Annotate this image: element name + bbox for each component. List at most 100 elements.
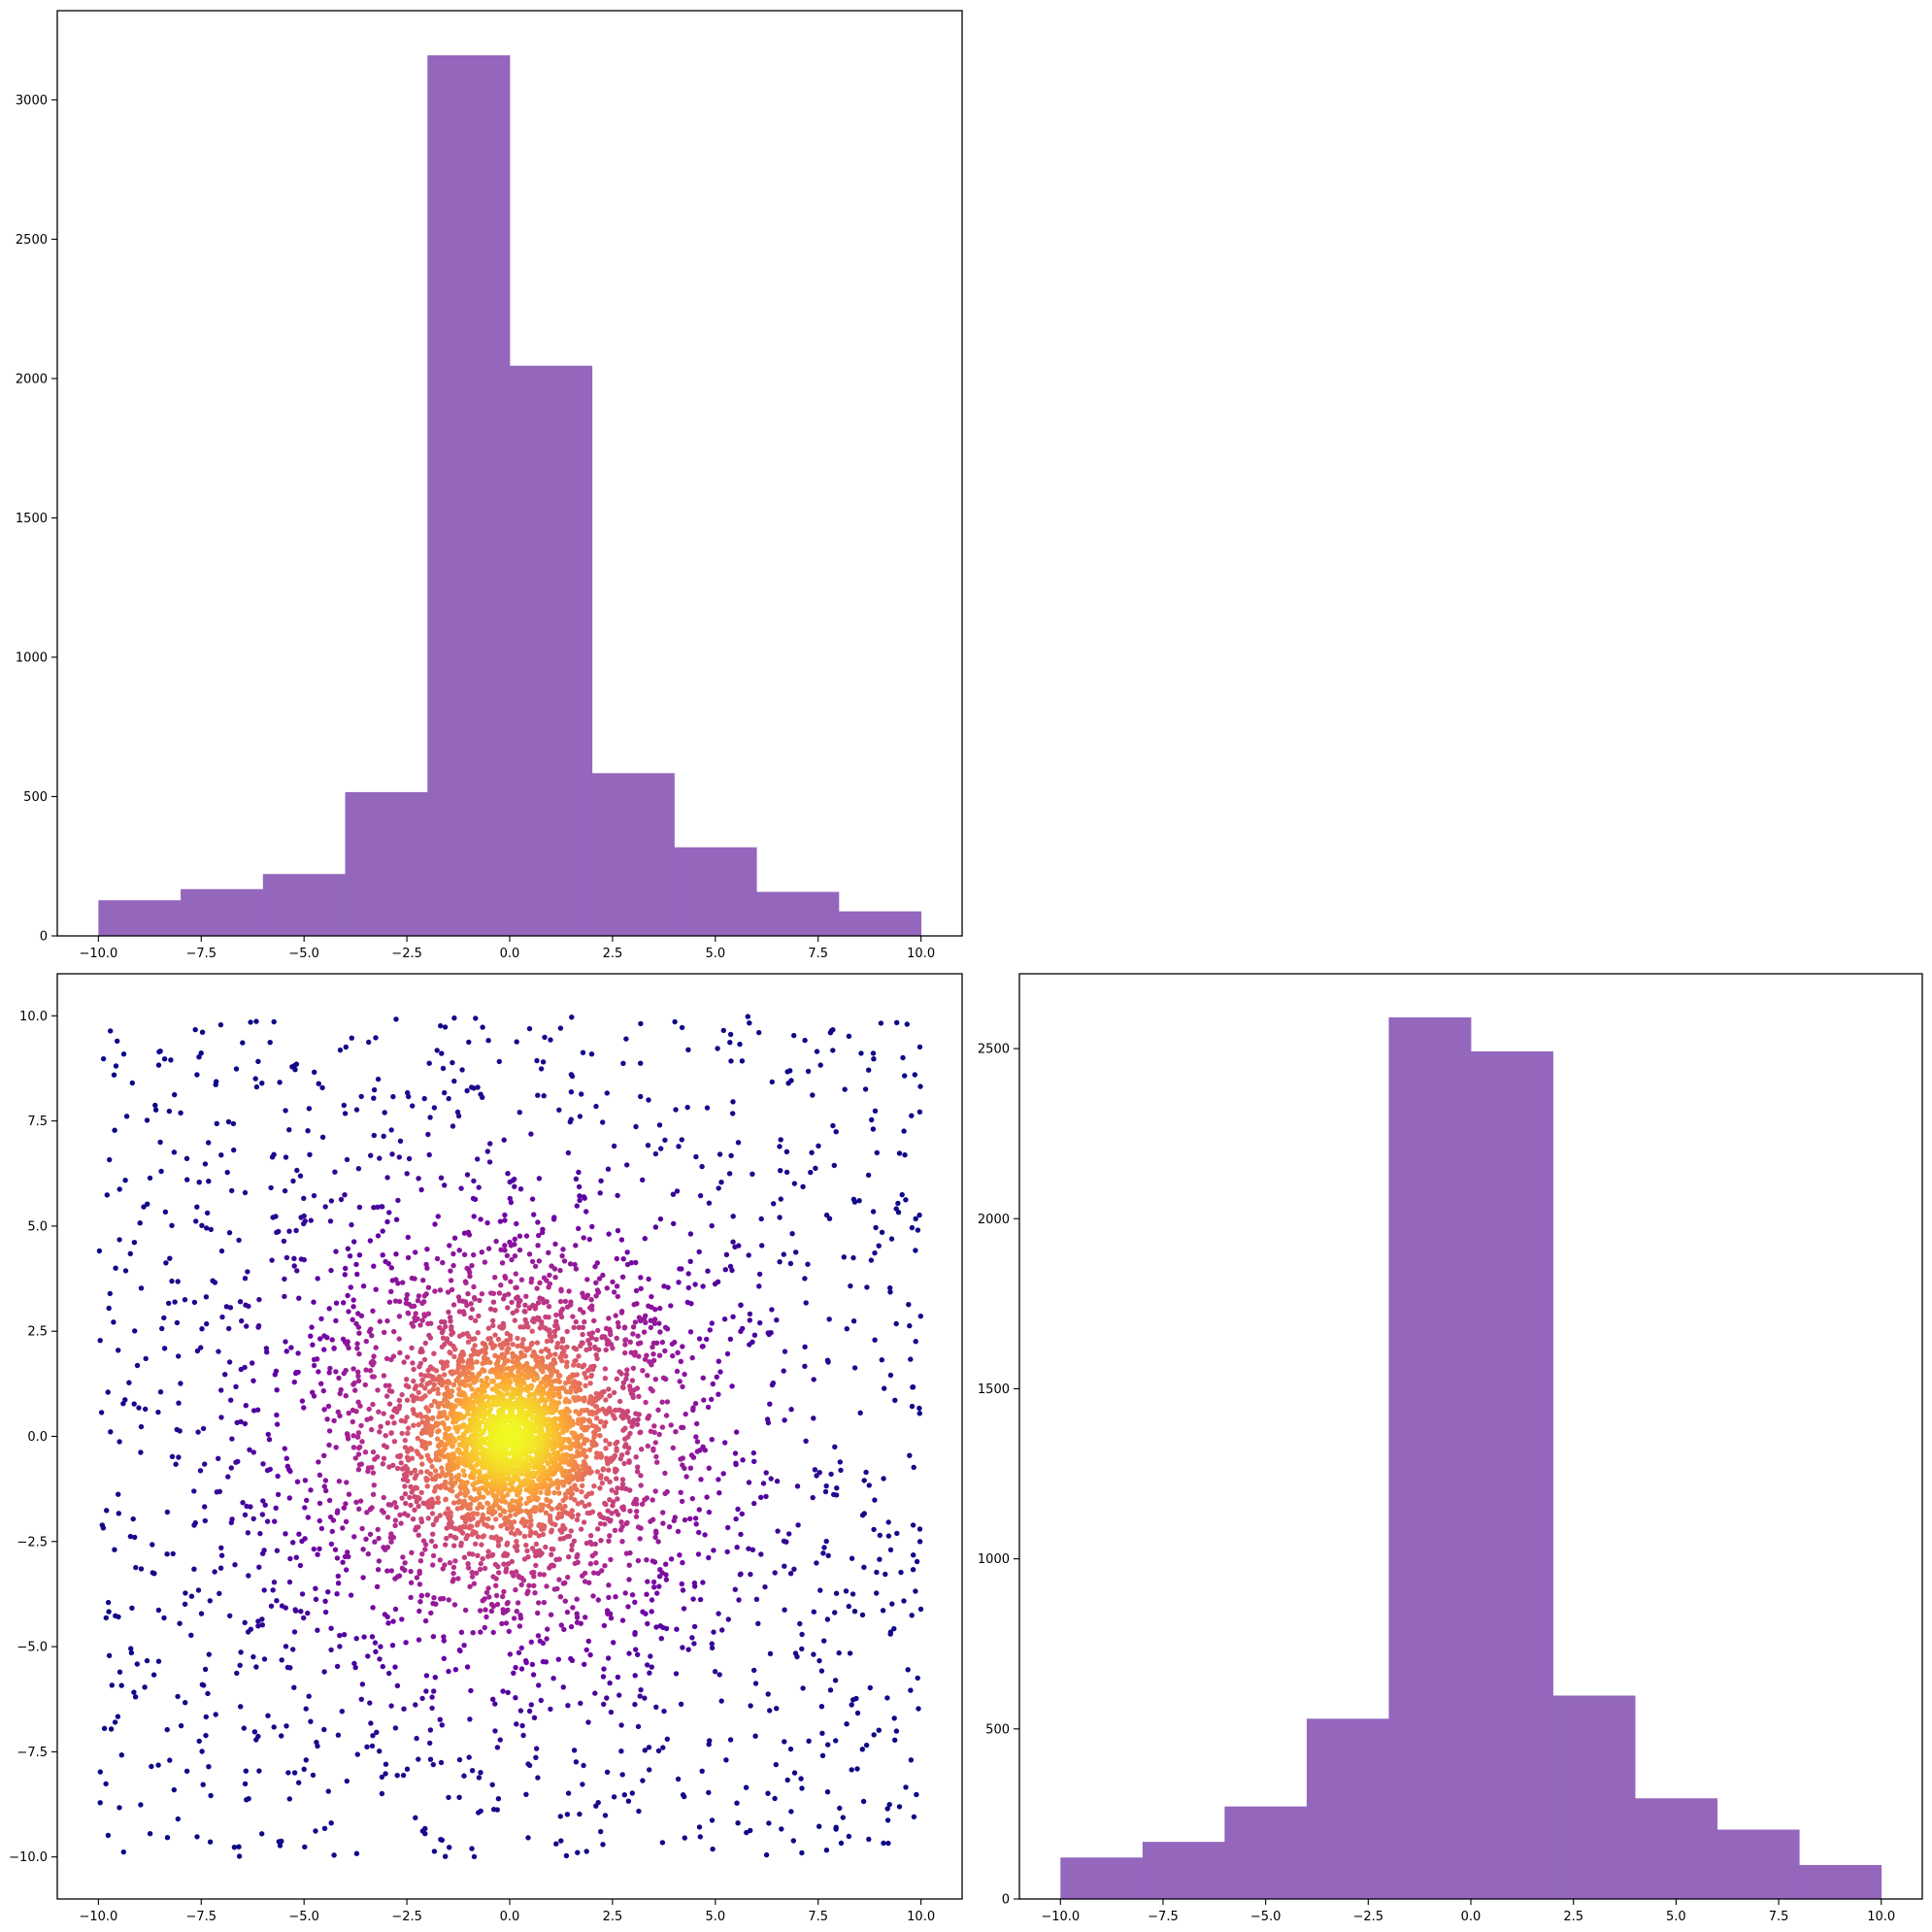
scatter-point xyxy=(558,1838,564,1844)
scatter-point xyxy=(575,1849,581,1855)
scatter-point xyxy=(276,1228,282,1235)
scatter-point xyxy=(645,1143,651,1149)
scatter-point xyxy=(697,1596,704,1603)
hist-x-xtick-label: 7.5 xyxy=(808,947,828,961)
scatter-point xyxy=(464,1480,470,1485)
scatter-point xyxy=(618,1414,624,1419)
scatter-point xyxy=(636,1353,642,1359)
scatter-point xyxy=(564,1304,571,1310)
scatter-point xyxy=(414,1472,419,1479)
scatter-point xyxy=(173,1461,179,1467)
scatter-point xyxy=(709,1437,715,1443)
scatter-point xyxy=(580,1331,585,1338)
scatter-point xyxy=(657,1216,664,1222)
scatter-point xyxy=(356,1444,363,1450)
scatter-point xyxy=(418,1454,424,1460)
scatter-point xyxy=(100,1055,107,1062)
scatter-point xyxy=(465,1339,472,1346)
scatter-point xyxy=(206,1764,212,1770)
scatter-point xyxy=(421,1293,427,1299)
scatter-point xyxy=(624,1367,630,1373)
scatter-point xyxy=(529,1661,536,1668)
scatter-point xyxy=(521,1533,528,1540)
scatter-point xyxy=(523,1348,530,1353)
scatter-point xyxy=(597,1512,603,1517)
scatter-point xyxy=(565,1436,572,1443)
scatter-point xyxy=(416,1176,421,1182)
scatter-point xyxy=(489,1551,496,1558)
scatter-point xyxy=(450,1570,456,1577)
scatter-point xyxy=(500,1508,507,1514)
scatter-point xyxy=(381,1510,386,1516)
scatter-point xyxy=(508,1530,515,1536)
scatter-point xyxy=(600,1272,606,1279)
scatter-point xyxy=(416,1421,421,1428)
scatter-point xyxy=(618,1749,624,1754)
scatter-point xyxy=(869,1116,875,1123)
scatter-point xyxy=(477,1468,483,1475)
scatter-point xyxy=(206,1651,212,1657)
scatter-point xyxy=(662,1490,668,1497)
scatter-point xyxy=(194,1348,201,1354)
scatter-point xyxy=(593,1336,599,1343)
scatter-point xyxy=(557,1298,564,1305)
scatter-point xyxy=(699,1344,706,1349)
scatter-point xyxy=(418,1372,424,1378)
scatter-point xyxy=(497,1536,504,1542)
scatter-point xyxy=(462,1455,468,1461)
scatter-point xyxy=(602,1521,608,1527)
scatter-point xyxy=(193,1218,199,1224)
scatter-point xyxy=(746,1546,751,1551)
scatter-point xyxy=(321,1669,327,1675)
scatter-point xyxy=(604,1769,611,1776)
scatter-point xyxy=(683,1474,689,1480)
scatter-point xyxy=(259,1622,265,1628)
scatter-point xyxy=(706,1200,713,1206)
scatter-point xyxy=(607,1393,613,1399)
scatter-point xyxy=(394,1465,401,1472)
scatter-point xyxy=(370,1401,376,1408)
scatter-point xyxy=(464,1087,470,1094)
scatter-point xyxy=(342,1192,348,1198)
scatter-point xyxy=(508,1243,515,1249)
scatter-point xyxy=(778,1196,783,1202)
scatter-point xyxy=(757,1319,763,1326)
scatter-point xyxy=(294,1268,300,1274)
scatter-point xyxy=(871,1056,877,1062)
scatter-point xyxy=(541,1478,547,1483)
scatter-point xyxy=(241,1725,247,1731)
scatter-point xyxy=(722,1267,728,1273)
scatter-point xyxy=(699,1768,705,1775)
scatter-point xyxy=(485,1325,492,1331)
scatter-point xyxy=(291,1062,298,1069)
scatter-point xyxy=(450,1382,457,1388)
scatter-point xyxy=(913,1588,918,1594)
scatter-point xyxy=(315,1627,320,1633)
scatter-point xyxy=(502,1550,508,1556)
scatter-point xyxy=(470,1516,476,1521)
scatter-point xyxy=(670,1191,677,1197)
scatter-point xyxy=(100,1525,107,1531)
scatter-point xyxy=(293,1227,299,1234)
scatter-point xyxy=(563,1380,569,1386)
scatter-point xyxy=(535,1482,541,1488)
scatter-point xyxy=(376,1409,382,1415)
scatter-point xyxy=(451,1235,458,1241)
scatter-point xyxy=(483,1614,489,1620)
scatter-point xyxy=(595,1800,601,1806)
scatter-point xyxy=(772,1570,778,1576)
scatter-point xyxy=(343,1367,349,1374)
scatter-point xyxy=(183,1155,190,1162)
scatter-point xyxy=(743,1784,749,1790)
scatter-point xyxy=(118,1682,124,1688)
scatter-point xyxy=(365,1653,371,1659)
scatter-point xyxy=(615,1496,620,1502)
scatter-point xyxy=(752,1733,758,1739)
scatter-point xyxy=(879,1229,885,1236)
scatter-point xyxy=(496,1290,503,1296)
scatter-point xyxy=(431,1350,437,1356)
scatter-point xyxy=(337,1644,343,1649)
scatter-point xyxy=(876,1727,882,1733)
scatter-point xyxy=(343,1265,349,1272)
scatter-point xyxy=(245,1269,250,1275)
